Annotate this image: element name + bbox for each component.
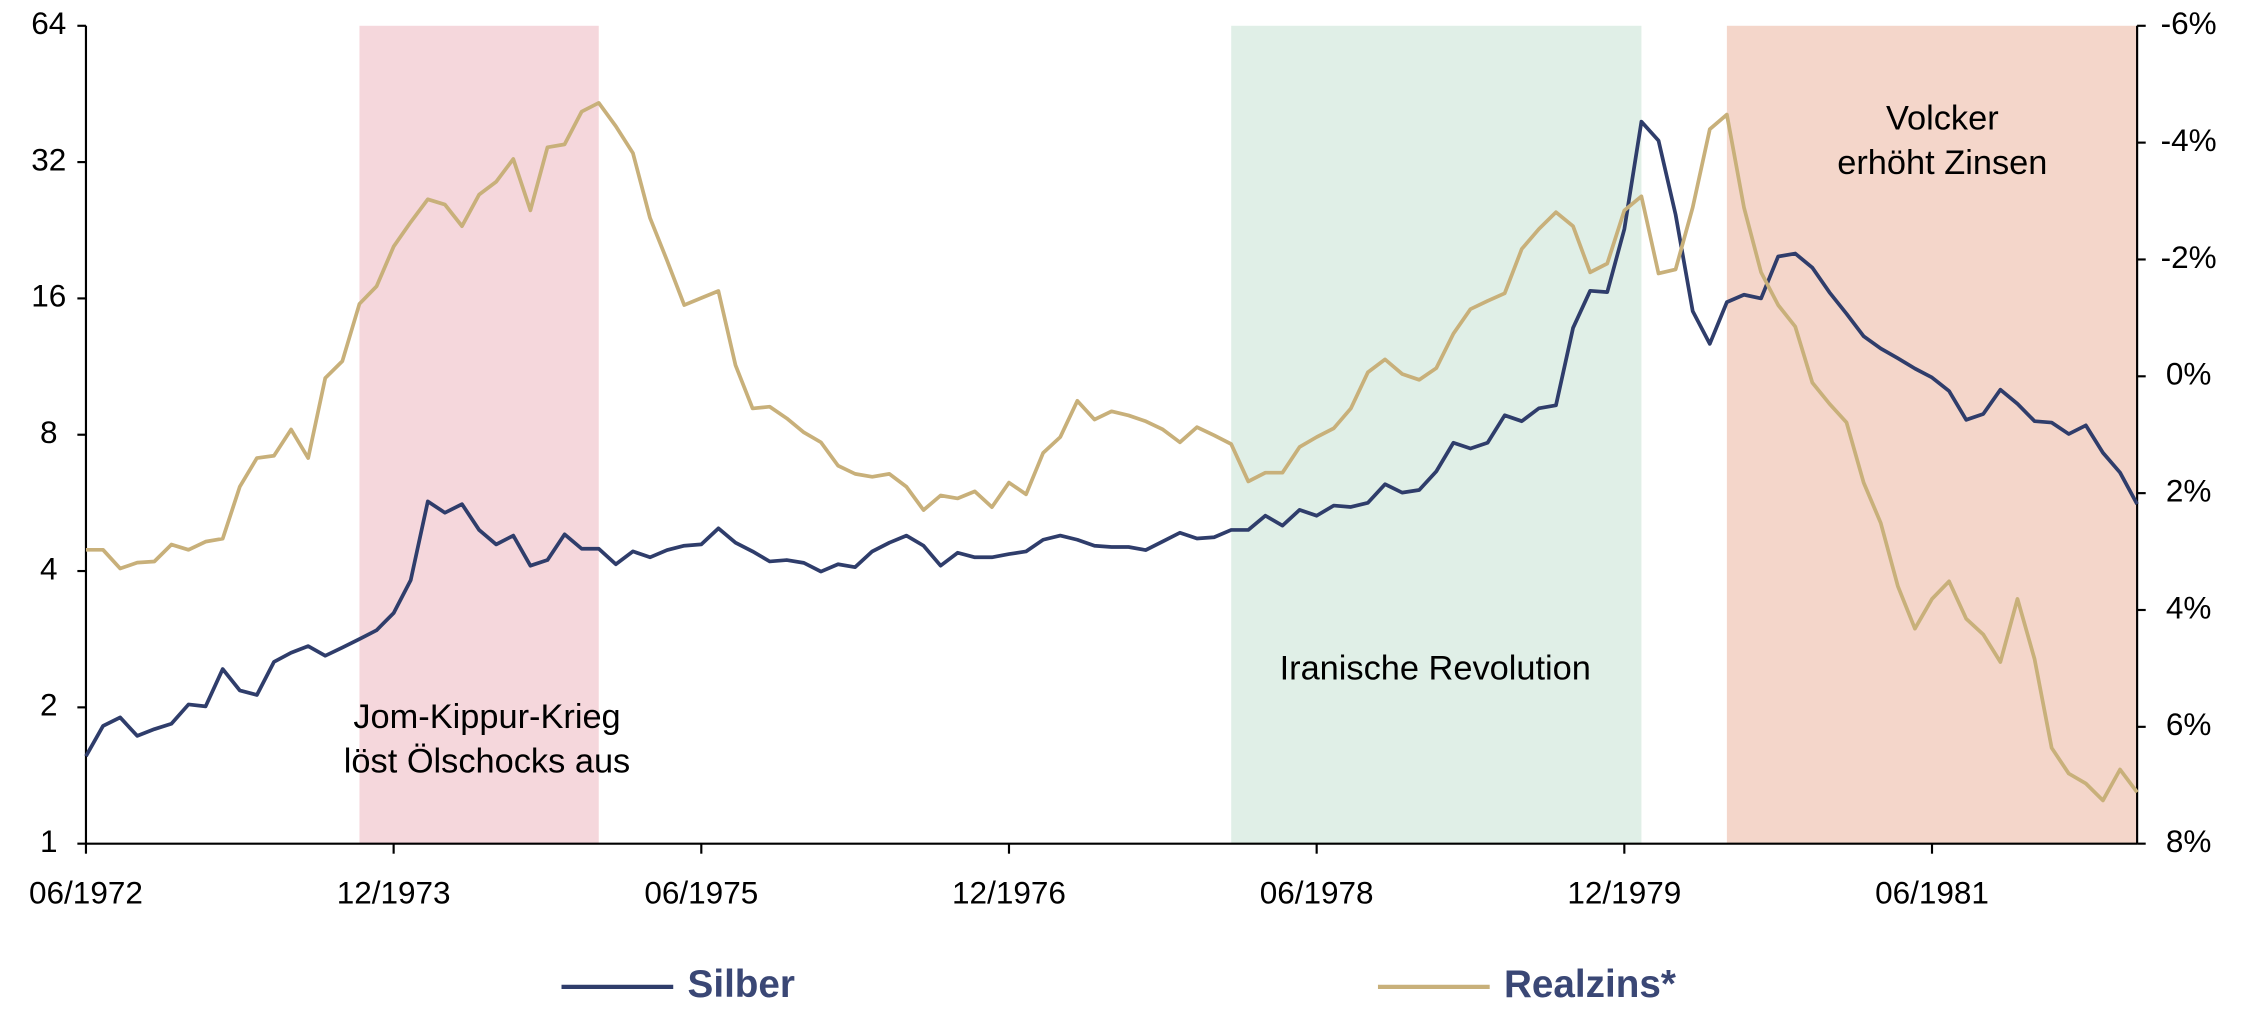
- x-tick-label: 12/1976: [952, 875, 1066, 911]
- x-tick-label: 06/1978: [1260, 875, 1374, 911]
- y2-tick-label: 4%: [2166, 589, 2212, 625]
- y-tick-label: 32: [31, 141, 66, 177]
- x-tick-label: 12/1979: [1567, 875, 1681, 911]
- legend-label: Realzins*: [1504, 963, 1676, 1006]
- y-tick-label: 4: [40, 550, 58, 586]
- series-line: [84, 119, 2139, 758]
- region-label: Iranische Revolution: [1280, 649, 1591, 687]
- y-tick-label: 2: [40, 687, 58, 723]
- region-label: erhöht Zinsen: [1837, 144, 2047, 182]
- shaded-region: [1231, 25, 1642, 844]
- series-line: [85, 101, 2139, 803]
- y2-tick-label: 0%: [2166, 356, 2212, 392]
- y2-tick-label: -6%: [2161, 5, 2217, 41]
- region-label: Jom-Kippur-Krieg: [353, 698, 620, 736]
- x-tick-label: 06/1972: [29, 875, 143, 911]
- axes: [77, 24, 2146, 854]
- y2-tick-label: -2%: [2161, 239, 2217, 275]
- x-tick-label: 06/1981: [1875, 875, 1989, 911]
- y2-tick-label: 8%: [2166, 823, 2212, 859]
- y-tick-label: 8: [40, 414, 58, 450]
- y-tick-label: 1: [40, 823, 58, 859]
- lines: [84, 101, 2139, 803]
- y-tick-label: 16: [31, 278, 66, 314]
- y-tick-label: 64: [31, 5, 66, 41]
- x-tick-label: 12/1973: [337, 875, 451, 911]
- region-label: Volcker: [1886, 99, 1999, 137]
- y2-tick-label: 6%: [2166, 706, 2212, 742]
- y2-tick-label: 2%: [2166, 472, 2212, 508]
- x-tick-label: 06/1975: [644, 875, 758, 911]
- shaded-region: [359, 25, 599, 844]
- legend-label: Silber: [688, 963, 795, 1006]
- y2-tick-label: -4%: [2161, 122, 2217, 158]
- labels: Jom-Kippur-Krieg löst Ölschocks aus Iranis…: [29, 5, 2217, 1006]
- region-label: löst Ölschocks aus: [344, 743, 630, 781]
